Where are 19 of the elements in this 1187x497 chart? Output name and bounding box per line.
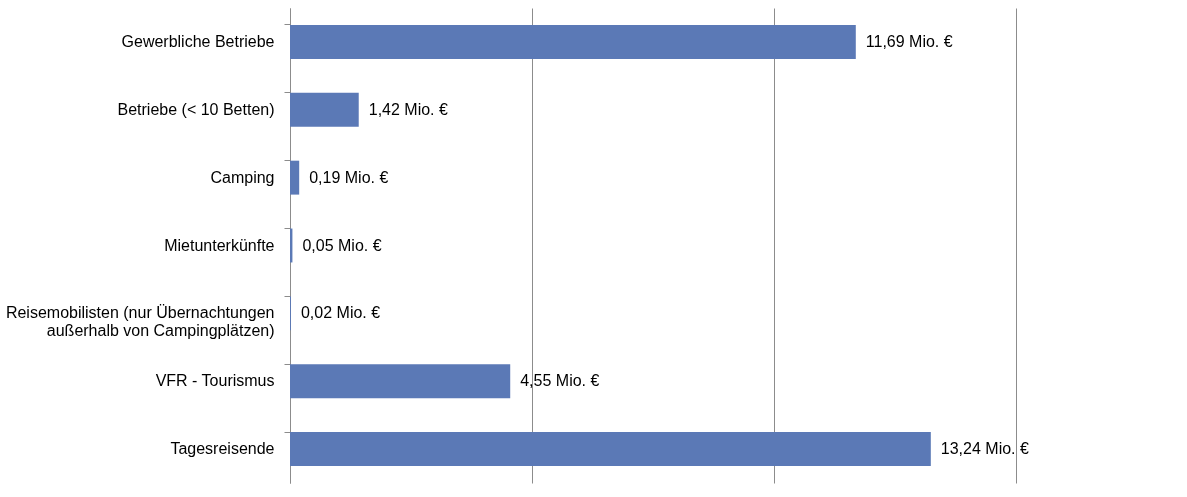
bar bbox=[290, 92, 359, 127]
data-label: 13,24 Mio. € bbox=[940, 440, 1029, 458]
bar bbox=[290, 160, 300, 195]
y-tick-label: Betriebe (< 10 Betten) bbox=[117, 100, 275, 118]
y-tick-label: Mietunterkünfte bbox=[164, 236, 275, 254]
y-tick-label: Reisemobilisten (nur Übernachtungen außerhalb von Campingplätzen) bbox=[5, 304, 275, 340]
bar bbox=[290, 432, 931, 467]
y-tick-label: Gewerbliche Betriebe bbox=[121, 32, 275, 50]
y-tick-label: Camping bbox=[210, 168, 275, 186]
bar bbox=[290, 364, 511, 399]
data-label: 11,69 Mio. € bbox=[865, 32, 953, 50]
bar bbox=[290, 24, 856, 59]
data-label: 1,42 Mio. € bbox=[368, 100, 448, 118]
data-label: 4,55 Mio. € bbox=[520, 372, 600, 390]
y-tick-label: Tagesreisende bbox=[170, 440, 275, 458]
data-label: 0,19 Mio. € bbox=[309, 168, 389, 186]
data-label: 0,02 Mio. € bbox=[300, 304, 381, 322]
data-label: 0,05 Mio. € bbox=[302, 236, 382, 254]
y-tick-label: VFR - Tourismus bbox=[155, 372, 275, 390]
